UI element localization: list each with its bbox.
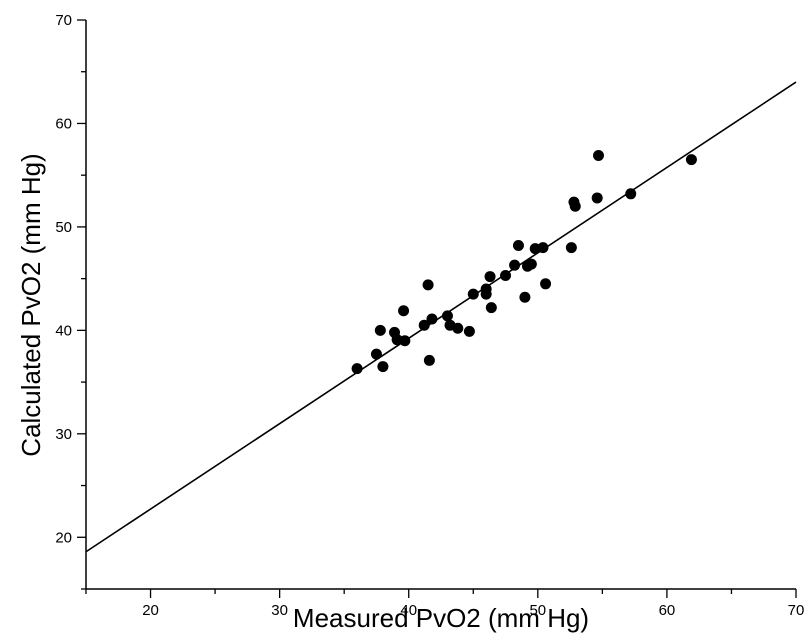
data-point bbox=[591, 192, 603, 204]
data-point bbox=[592, 150, 604, 162]
axes bbox=[85, 20, 796, 590]
data-point bbox=[377, 361, 389, 373]
data-point bbox=[422, 279, 434, 291]
x-tick-label: 40 bbox=[400, 602, 417, 619]
data-point bbox=[374, 324, 386, 336]
data-point bbox=[463, 325, 475, 337]
data-point bbox=[351, 363, 363, 375]
data-point bbox=[452, 322, 464, 334]
data-point bbox=[540, 278, 552, 290]
data-point bbox=[685, 154, 697, 166]
regression-line bbox=[85, 81, 797, 553]
data-point bbox=[537, 242, 549, 254]
data-point bbox=[485, 302, 497, 314]
data-point bbox=[441, 310, 453, 322]
x-tick-label: 20 bbox=[142, 602, 159, 619]
tick-labels: 20 30 40 50 60 70 20 30 40 50 60 70 bbox=[55, 12, 804, 619]
data-point bbox=[565, 242, 577, 254]
y-tick-label: 20 bbox=[55, 529, 72, 546]
data-point bbox=[519, 291, 531, 303]
data-point bbox=[625, 188, 637, 200]
data-point bbox=[509, 259, 521, 271]
data-point bbox=[467, 288, 479, 300]
data-point bbox=[484, 271, 496, 283]
x-tick-label: 50 bbox=[529, 602, 546, 619]
data-point bbox=[399, 335, 411, 347]
data-point bbox=[370, 348, 382, 360]
data-point bbox=[398, 305, 410, 317]
x-tick-label: 60 bbox=[659, 602, 676, 619]
y-tick-label: 60 bbox=[55, 115, 72, 132]
y-tick-label: 50 bbox=[55, 219, 72, 236]
y-axis-title: Calculated PvO2 (mm Hg) bbox=[16, 153, 46, 456]
data-points bbox=[351, 150, 697, 375]
x-tick-label: 30 bbox=[271, 602, 288, 619]
data-point bbox=[418, 319, 430, 331]
x-tick-label: 70 bbox=[788, 602, 804, 619]
y-tick-label: 70 bbox=[55, 12, 72, 29]
y-tick-label: 30 bbox=[55, 426, 72, 443]
y-tick-label: 40 bbox=[55, 322, 72, 339]
data-point bbox=[426, 313, 438, 325]
data-point bbox=[480, 288, 492, 300]
data-point bbox=[500, 270, 512, 282]
data-point bbox=[423, 354, 435, 366]
data-point bbox=[512, 240, 524, 252]
data-point bbox=[569, 200, 581, 212]
x-axis-title: Measured PvO2 (mm Hg) bbox=[293, 603, 589, 633]
data-point bbox=[525, 258, 537, 270]
tick-marks bbox=[77, 19, 797, 598]
